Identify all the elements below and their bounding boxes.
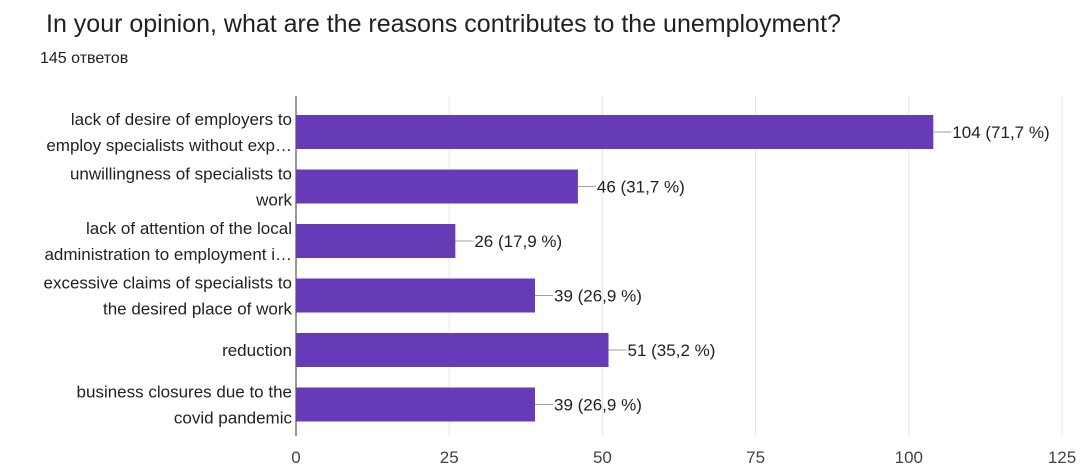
bar [296, 387, 535, 422]
bar [296, 115, 934, 149]
category-label: business closures due to the [77, 383, 292, 402]
x-tick-label: 100 [895, 448, 923, 466]
category-labels: lack of desire of employers to employ spe… [44, 110, 293, 428]
category-label: reduction [222, 341, 292, 360]
category-label: excessive claims of specialists to [44, 274, 292, 293]
category-label: lack of attention of the local [86, 219, 292, 238]
category-label: covid pandemic [174, 409, 293, 428]
x-tick-label: 75 [746, 448, 765, 466]
category-label: administration to employment i… [44, 245, 292, 264]
x-axis-ticks: 0 25 50 75 100 125 [291, 448, 1076, 466]
x-tick-label: 125 [1048, 448, 1076, 466]
bar [296, 169, 578, 204]
category-label: unwillingness of specialists to [70, 165, 292, 184]
response-count: 145 ответов [40, 50, 129, 67]
data-label: 26 (17,9 %) [474, 232, 562, 251]
x-tick-label: 50 [593, 448, 612, 466]
data-label: 39 (26,9 %) [554, 396, 642, 415]
category-label: employ specialists without exp… [46, 136, 292, 155]
data-label: 39 (26,9 %) [554, 287, 642, 306]
bar [296, 278, 535, 313]
category-label: lack of desire of employers to [71, 110, 292, 129]
chart-title: In your opinion, what are the reasons co… [46, 10, 841, 38]
data-labels: 104 (71,7 %) 46 (31,7 %) 26 (17,9 %) 39 (26… [455, 123, 1050, 415]
data-label: 51 (35,2 %) [628, 341, 716, 360]
gridlines [295, 96, 1063, 436]
data-label: 46 (31,7 %) [597, 178, 685, 197]
bar [296, 224, 456, 258]
data-label: 104 (71,7 %) [952, 123, 1049, 142]
category-label: the desired place of work [103, 300, 292, 319]
bar [296, 333, 609, 367]
bars [296, 115, 934, 422]
x-tick-label: 0 [291, 448, 300, 466]
x-tick-label: 25 [440, 448, 459, 466]
category-label: work [255, 191, 292, 210]
